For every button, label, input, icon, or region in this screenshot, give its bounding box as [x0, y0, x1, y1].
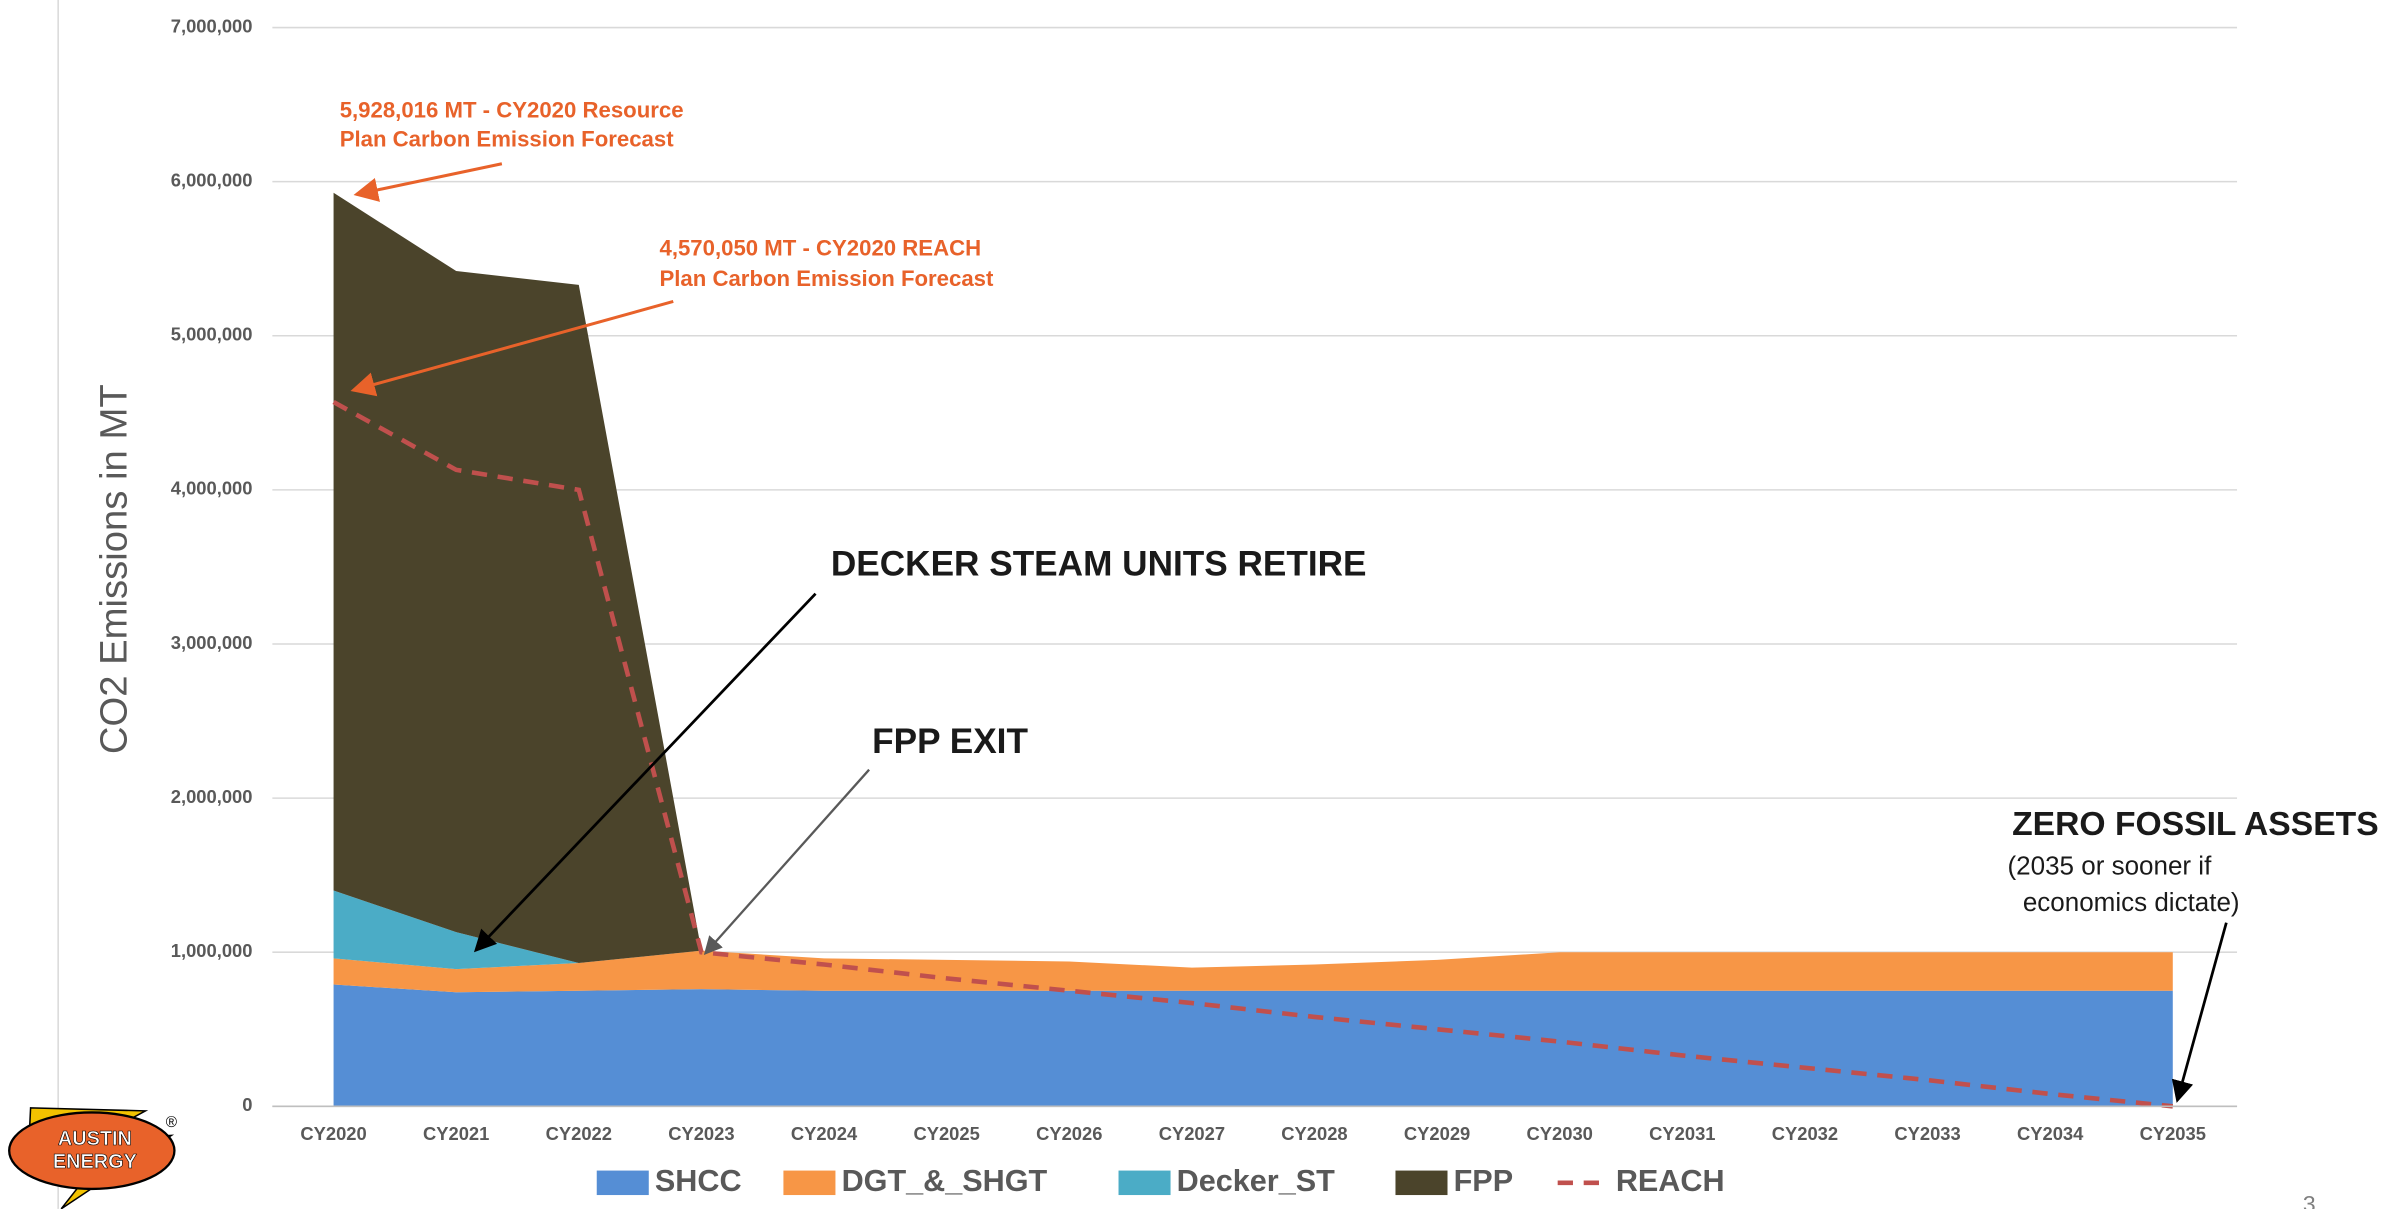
annotation: Plan Carbon Emission Forecast	[340, 127, 675, 152]
legend-swatch	[596, 1170, 649, 1196]
logo-badge	[8, 1111, 176, 1191]
x-tick-label: CY2021	[423, 1123, 489, 1144]
x-tick-label: CY2023	[668, 1123, 734, 1144]
x-tick-label: CY2035	[2140, 1123, 2206, 1144]
area	[333, 890, 2173, 970]
legend-label: Decker_ST	[1177, 1164, 1335, 1198]
annotation: Plan Carbon Emission Forecast	[659, 266, 994, 291]
annotation: (2035 or sooner if	[2008, 850, 2213, 880]
x-tick-label: CY2025	[913, 1123, 979, 1144]
y-tick-label: 4,000,000	[171, 478, 253, 499]
y-tick-label: 5,000,000	[171, 324, 253, 345]
grid: 0 1,000,000 2,000,000 3,000,000 4,000,000 5,0…	[171, 15, 2238, 1144]
arrow	[2171, 922, 2228, 1103]
x-tick-label: CY2034	[2017, 1123, 2084, 1144]
logo-text: AUSTIN	[58, 1128, 132, 1150]
line	[332, 400, 2174, 1109]
logo-mark: ®	[166, 1114, 178, 1131]
arrow	[473, 592, 817, 953]
legend-swatch	[1395, 1170, 1448, 1196]
legend-label: REACH	[1616, 1164, 1725, 1198]
legend-label: SHCC	[655, 1164, 742, 1198]
arrow	[353, 162, 503, 202]
annotation: 4,570,050 MT - CY2020 REACH	[659, 235, 981, 260]
area	[333, 984, 2173, 1107]
x-tick-label: CY2028	[1281, 1123, 1347, 1144]
y-tick-label: 7,000,000	[171, 15, 253, 36]
x-tick-label: CY2027	[1159, 1123, 1225, 1144]
x-tick-label: CY2032	[1772, 1123, 1838, 1144]
area	[333, 192, 2173, 968]
logo-text: ENERGY	[53, 1151, 137, 1173]
logo: AUSTIN ENERGY ®	[8, 1107, 178, 1209]
y-tick-label: 6,000,000	[171, 170, 253, 191]
plot	[272, 192, 2238, 1109]
x-tick-label: CY2029	[1404, 1123, 1470, 1144]
y-tick-label: 0	[242, 1094, 252, 1115]
legend-swatch	[1118, 1170, 1171, 1196]
arrow	[703, 768, 870, 956]
annotation: 5,928,016 MT - CY2020 Resource	[340, 98, 684, 123]
annotation: ZERO FOSSIL ASSETS	[2012, 806, 2379, 843]
annotation: DECKER STEAM UNITS RETIRE	[831, 544, 1367, 583]
legend-swatch	[783, 1170, 836, 1196]
annotation: FPP EXIT	[872, 722, 1028, 761]
legend: SHCC DGT_&_SHGT Decker_ST FPP REACH	[596, 1164, 1725, 1198]
y-tick-label: 3,000,000	[171, 632, 253, 653]
arrow	[350, 299, 674, 397]
y-tick-label: 2,000,000	[171, 786, 253, 807]
legend-label: DGT_&_SHGT	[842, 1164, 1048, 1198]
annotation: economics dictate)	[2023, 887, 2240, 917]
x-tick-label: CY2033	[1894, 1123, 1960, 1144]
page-number: 3	[2303, 1191, 2316, 1209]
x-tick-label: CY2031	[1649, 1123, 1715, 1144]
x-tick-label: CY2022	[546, 1123, 612, 1144]
x-tick-label: CY2024	[791, 1123, 858, 1144]
y-tick-label: 1,000,000	[171, 940, 253, 961]
legend-label: FPP	[1454, 1164, 1514, 1198]
x-tick-label: CY2030	[1527, 1123, 1593, 1144]
x-tick-label: CY2020	[300, 1123, 366, 1144]
y-axis-title: CO2 Emissions in MT	[92, 384, 135, 754]
x-tick-label: CY2026	[1036, 1123, 1102, 1144]
